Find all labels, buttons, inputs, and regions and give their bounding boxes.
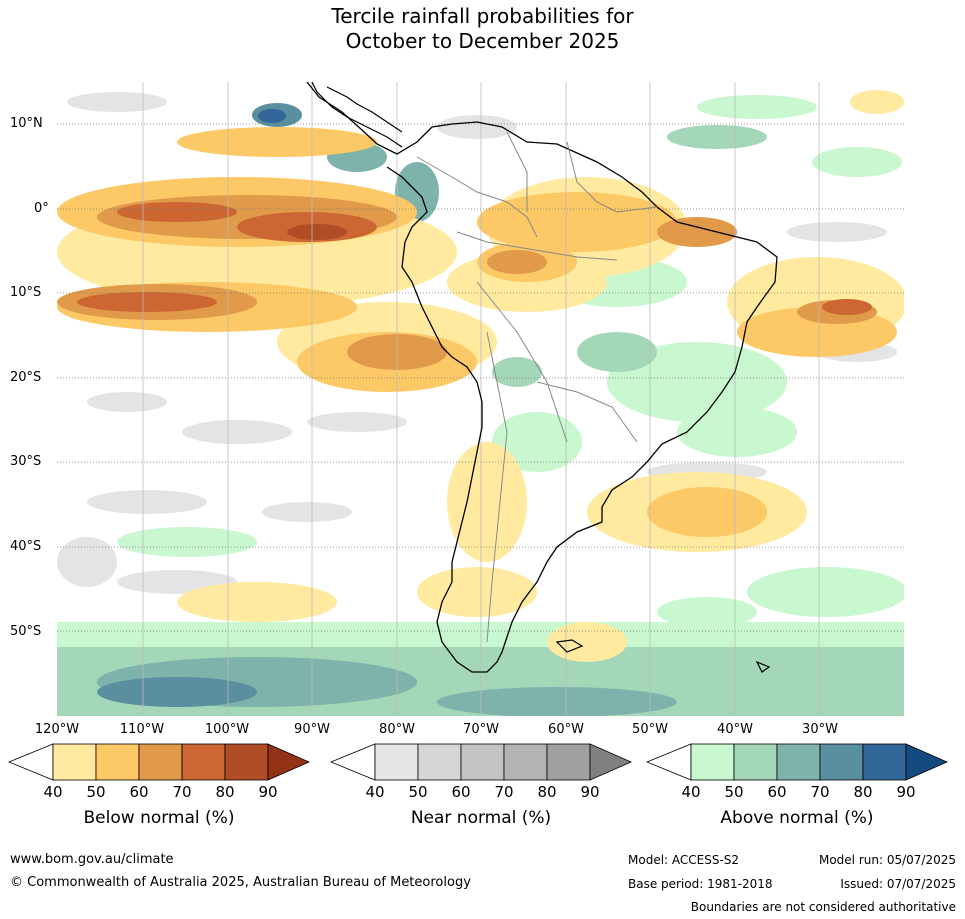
tick-label: 90: [896, 783, 916, 801]
near-normal-swatch-4: [503, 743, 548, 781]
tick-label: 50: [724, 783, 744, 801]
near-normal-swatch-6: [589, 743, 632, 781]
lon-label-70w: 70°W: [463, 722, 499, 737]
near-normal-swatch-5: [546, 743, 591, 781]
above-normal-swatch-1: [690, 743, 735, 781]
lon-label-80w: 80°W: [379, 722, 415, 737]
lat-label-10n: 10°N: [10, 116, 43, 131]
near-normal-swatch-1: [374, 743, 419, 781]
above-normal-swatch-0: [646, 743, 692, 781]
below-normal-swatch-2: [95, 743, 140, 781]
tick-label: 40: [681, 783, 701, 801]
tick-label: 50: [86, 783, 106, 801]
map-title: Tercile rainfall probabilities for Octob…: [0, 4, 965, 54]
tick-label: 90: [258, 783, 278, 801]
lon-label-120w: 120°W: [34, 722, 80, 737]
lat-label-10s: 10°S: [10, 285, 42, 300]
lat-label-20s: 20°S: [10, 370, 42, 385]
above-normal-swatch-5: [862, 743, 907, 781]
above-normal-swatch-6: [905, 743, 948, 781]
central-america-coastline: [311, 82, 403, 148]
tick-label: 70: [494, 783, 514, 801]
tick-label: 40: [365, 783, 385, 801]
above-normal-swatch-2: [733, 743, 778, 781]
below-normal-swatch-3: [138, 743, 183, 781]
above-normal-label: Above normal (%): [720, 808, 874, 828]
near-normal-label: Near normal (%): [410, 808, 552, 828]
tick-label: 60: [129, 783, 149, 801]
lon-label-60w: 60°W: [548, 722, 584, 737]
near-normal-swatch-0: [330, 743, 376, 781]
boundary-disclaimer: Boundaries are not considered authoritat…: [690, 900, 956, 914]
model-name: Model: ACCESS-S2: [628, 853, 740, 867]
near-normal-swatch-3: [460, 743, 505, 781]
tick-label: 50: [408, 783, 428, 801]
above-normal-colorbar: [646, 743, 948, 781]
tick-label: 60: [451, 783, 471, 801]
lon-label-50w: 50°W: [632, 722, 668, 737]
title-line-2: October to December 2025: [345, 29, 620, 53]
title-line-1: Tercile rainfall probabilities for: [331, 4, 634, 28]
copyright-text: © Commonwealth of Australia 2025, Austra…: [10, 875, 471, 890]
below-normal-label: Below normal (%): [83, 808, 235, 828]
lon-label-110w: 110°W: [119, 722, 165, 737]
above-normal-swatch-3: [776, 743, 821, 781]
lon-label-90w: 90°W: [294, 722, 330, 737]
near-normal-swatch-2: [417, 743, 462, 781]
model-run-date: Model run: 05/07/2025: [818, 853, 956, 867]
tick-label: 90: [580, 783, 600, 801]
rainfall-probability-map: [57, 82, 904, 716]
lat-label-0: 0°: [34, 201, 49, 216]
above-normal-swatch-4: [819, 743, 864, 781]
lon-label-30w: 30°W: [802, 722, 838, 737]
base-period: Base period: 1981-2018: [628, 877, 773, 891]
lon-label-40w: 40°W: [717, 722, 753, 737]
below-normal-swatch-0: [8, 743, 54, 781]
tick-label: 40: [43, 783, 63, 801]
lat-label-40s: 40°S: [10, 539, 42, 554]
tick-label: 60: [767, 783, 787, 801]
below-normal-swatch-6: [267, 743, 310, 781]
tick-label: 70: [172, 783, 192, 801]
below-normal-colorbar: [8, 743, 310, 781]
south-america-coastline: [306, 82, 778, 673]
below-normal-swatch-4: [181, 743, 226, 781]
tick-label: 80: [537, 783, 557, 801]
tick-label: 80: [853, 783, 873, 801]
bom-url: www.bom.gov.au/climate: [10, 852, 174, 867]
below-normal-swatch-5: [224, 743, 269, 781]
lat-label-30s: 30°S: [10, 454, 42, 469]
tick-label: 80: [215, 783, 235, 801]
below-normal-swatch-1: [52, 743, 97, 781]
lat-label-50s: 50°S: [10, 624, 42, 639]
tick-label: 70: [810, 783, 830, 801]
near-normal-colorbar: [330, 743, 632, 781]
lon-label-100w: 100°W: [204, 722, 250, 737]
issued-date: Issued: 07/07/2025: [840, 877, 956, 891]
